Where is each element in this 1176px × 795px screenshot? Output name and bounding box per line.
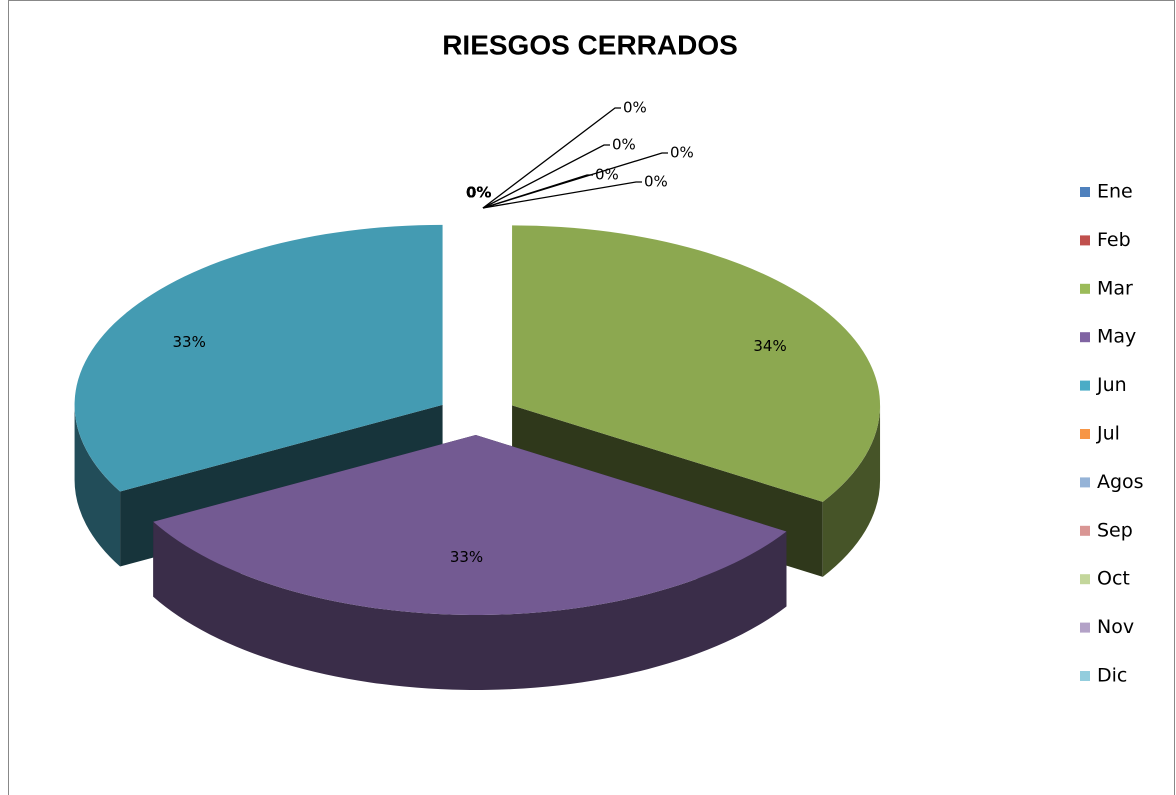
- data-label: 0%: [466, 184, 491, 202]
- slice-top: [74, 224, 443, 492]
- data-label: 34%: [753, 337, 786, 355]
- slice: [74, 224, 443, 567]
- slice-top: [512, 225, 881, 502]
- data-label: 0%: [612, 136, 636, 154]
- slice: [153, 434, 787, 690]
- legend-label: Jun: [1096, 374, 1127, 396]
- legend-label: Feb: [1097, 229, 1131, 251]
- slice-outer-wall: [74, 404, 121, 567]
- slice-top: [153, 434, 787, 615]
- data-label: 33%: [172, 333, 205, 351]
- leader-line: [482, 152, 668, 209]
- legend-swatch: [1080, 622, 1090, 633]
- legend-label: Mar: [1097, 277, 1133, 299]
- legend-swatch: [1080, 671, 1090, 681]
- legend-swatch: [1080, 477, 1090, 488]
- data-label: 33%: [450, 548, 483, 566]
- leader-line: [482, 181, 642, 209]
- leader-line: [482, 107, 621, 209]
- data-label: 0%: [595, 166, 619, 184]
- data-label: 0%: [623, 99, 647, 117]
- leader-line: [482, 144, 610, 209]
- legend-label: Sep: [1097, 519, 1133, 541]
- legend-label: Oct: [1097, 568, 1130, 590]
- data-label: 0%: [466, 184, 491, 202]
- legend-swatch: [1080, 525, 1090, 536]
- chart-title: RIESGOS CERRADOS: [442, 29, 738, 60]
- data-label: 0%: [670, 144, 694, 162]
- legend-swatch: [1080, 332, 1090, 343]
- legend-swatch: [1080, 235, 1090, 246]
- legend-swatch: [1080, 574, 1090, 585]
- slice-outer-wall: [153, 521, 787, 690]
- legend-swatch: [1080, 429, 1090, 439]
- legend-label: Nov: [1097, 616, 1134, 638]
- data-label: 0%: [644, 173, 668, 191]
- slice-outer-wall: [822, 405, 881, 577]
- legend-label: Agos: [1097, 471, 1144, 493]
- legend-label: Dic: [1097, 665, 1127, 687]
- legend-label: May: [1097, 326, 1136, 348]
- legend-label: Jul: [1096, 423, 1120, 445]
- legend-swatch: [1080, 283, 1090, 294]
- legend-label: Ene: [1097, 181, 1133, 203]
- legend-swatch: [1080, 380, 1090, 391]
- data-label: 0%: [466, 184, 491, 202]
- legend-swatch: [1080, 187, 1090, 197]
